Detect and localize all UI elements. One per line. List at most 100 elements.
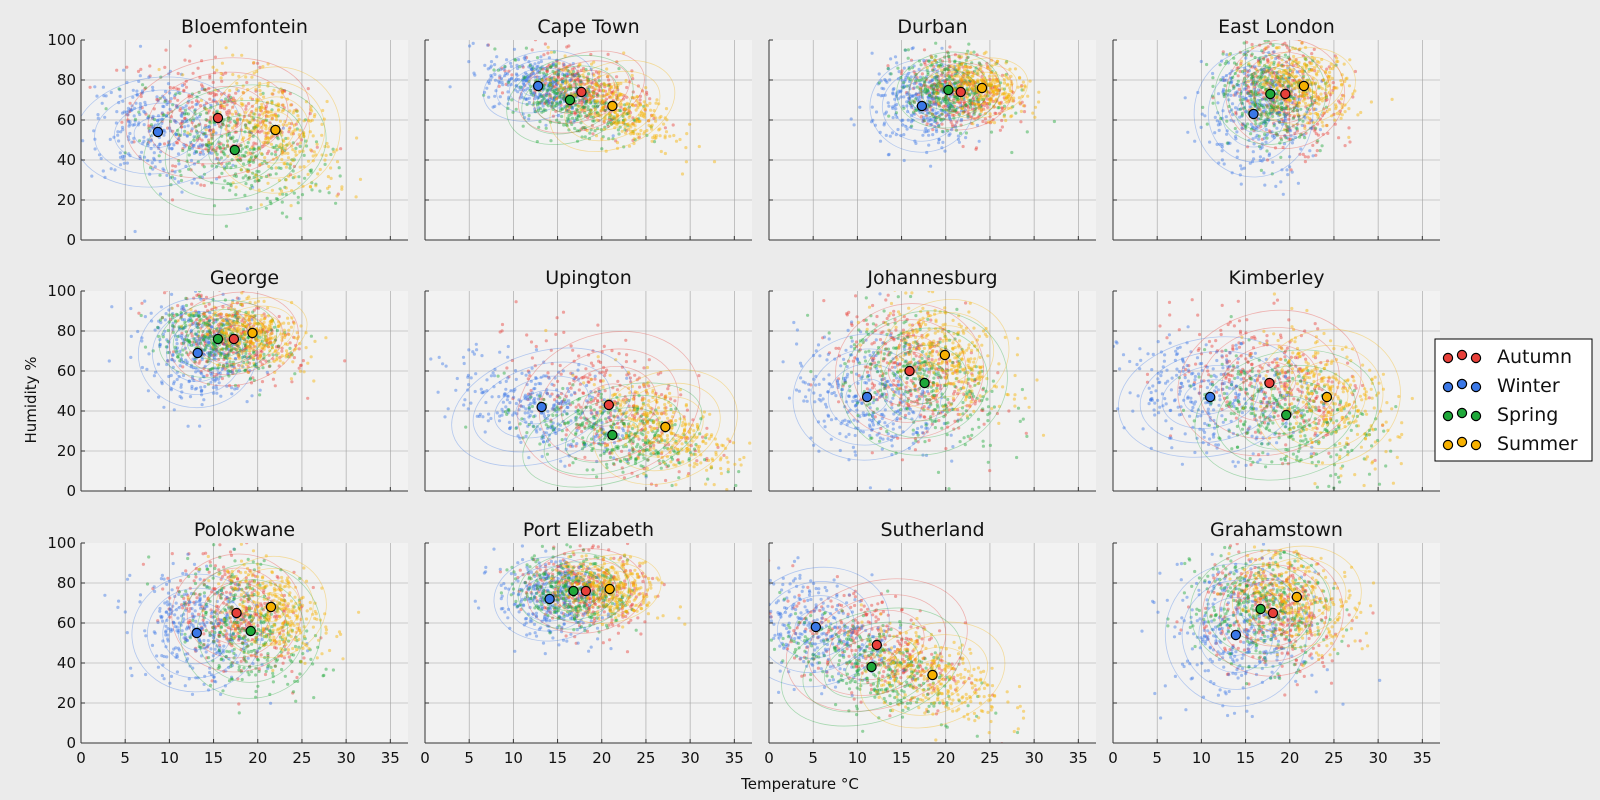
scatter-point [188,59,192,63]
scatter-point [930,97,934,101]
scatter-point [150,126,154,130]
scatter-point [1283,68,1287,73]
scatter-point [320,122,324,126]
scatter-point [506,80,510,84]
scatter-point [270,101,274,105]
scatter-point [918,78,922,82]
scatter-point [563,86,567,90]
scatter-point [966,115,970,120]
scatter-point [948,60,952,64]
scatter-point [982,100,987,104]
scatter-point [263,159,267,163]
scatter-point [1008,86,1012,90]
scatter-point [636,136,640,140]
scatter-point [882,123,886,127]
scatter-point [1258,122,1262,126]
scatter-point [177,87,181,91]
scatter-point [503,69,507,73]
scatter-point [918,87,922,91]
scatter-point [963,105,967,109]
scatter-point [620,93,624,97]
scatter-point [945,99,950,103]
scatter-point [515,77,519,81]
scatter-point [582,75,586,79]
scatter-point [283,146,288,150]
scatter-point [625,122,629,126]
scatter-point [306,172,310,176]
scatter-point [496,68,500,72]
scatter-point [557,67,561,71]
scatter-point [1243,66,1247,70]
scatter-point [244,182,248,186]
scatter-point [1215,142,1219,146]
scatter-point [1306,96,1310,100]
scatter-point [996,89,1001,93]
scatter-point [628,80,632,84]
scatter-point [1274,184,1278,188]
scatter-point [938,58,942,62]
scatter-point [239,168,243,172]
scatter-point [1317,102,1321,106]
scatter-point [1340,103,1344,107]
scatter-point [568,105,572,109]
scatter-point [632,141,636,146]
scatter-point [169,97,173,101]
scatter-point [138,107,142,111]
scatter-point [927,59,931,63]
scatter-point [587,114,591,118]
scatter-point [935,63,939,67]
scatter-point [1291,138,1295,142]
scatter-point [1272,133,1276,137]
scatter-point [256,61,260,65]
scatter-point [252,125,256,130]
scatter-point [162,105,166,109]
scatter-point [958,82,963,86]
scatter-point [523,75,527,80]
scatter-point [616,97,620,101]
scatter-point [215,109,219,113]
scatter-point [187,145,192,149]
scatter-point [953,124,958,128]
scatter-point [1314,111,1318,116]
scatter-point [591,104,595,108]
scatter-point [1272,66,1277,70]
scatter-point [556,76,560,80]
scatter-point [918,75,923,79]
scatter-point [285,123,289,127]
scatter-point [959,123,963,127]
scatter-point [988,102,992,106]
scatter-point [645,133,649,137]
scatter-point [600,137,604,141]
scatter-point [204,143,209,147]
scatter-point [280,146,284,150]
scatter-point [1220,59,1224,63]
scatter-point [521,112,525,116]
scatter-point [1307,67,1312,71]
scatter-point [605,83,609,87]
contour-line [113,102,202,162]
scatter-point [177,159,181,163]
scatter-point [256,147,260,151]
scatter-point [509,61,513,65]
scatter-point [486,80,490,84]
scatter-point [970,115,974,119]
scatter-point [1259,77,1263,81]
scatter-point [1285,98,1289,102]
scatter-point [545,68,549,72]
scatter-point [264,119,268,123]
scatter-point [270,116,274,120]
scatter-point [593,99,597,104]
scatter-point [1271,84,1275,88]
scatter-point [971,107,975,111]
scatter-point [990,89,994,93]
scatter-point [559,90,564,94]
scatter-point [944,94,948,98]
scatter-point [557,102,562,106]
scatter-point [1291,101,1295,105]
scatter-point [1271,75,1275,79]
scatter-point [1221,89,1225,93]
scatter-point [172,86,176,90]
scatter-point [1231,75,1235,79]
scatter-point [593,108,598,112]
scatter-point [1264,111,1268,115]
